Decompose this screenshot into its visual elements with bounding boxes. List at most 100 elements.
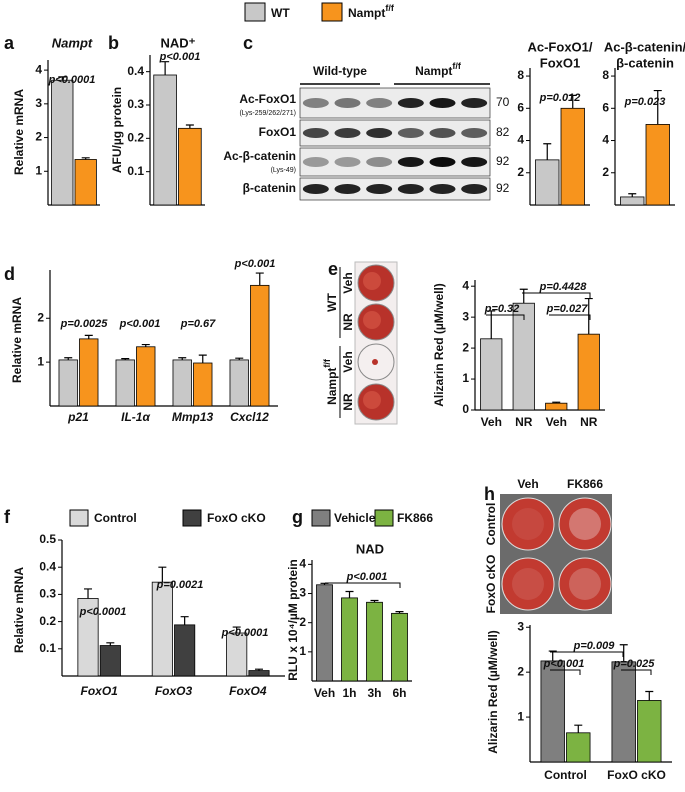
well-texture	[569, 568, 601, 600]
blot-band	[461, 157, 488, 167]
annotation: p<0.0001	[221, 627, 269, 639]
bar	[611, 661, 636, 763]
bracket	[549, 314, 591, 320]
error-bar	[645, 690, 654, 701]
annotation: p<0.001	[346, 571, 388, 583]
annotation: p=0.67	[180, 318, 216, 330]
annotation: p=0.009	[573, 640, 616, 652]
error-bar	[619, 644, 628, 662]
molecular-weight: 92	[496, 154, 510, 168]
x-tick-label: Veh	[481, 415, 502, 429]
error-bar	[254, 668, 263, 671]
well	[501, 557, 555, 611]
annotation: p<0.001	[159, 51, 201, 63]
panel-letter: d	[4, 264, 15, 284]
y-tick-label: 0.2	[39, 614, 56, 628]
molecular-weight: 70	[496, 95, 510, 109]
bar	[316, 584, 333, 682]
chart-title: Ac-FoxO1/	[527, 39, 592, 54]
group-label-sup: f/f	[322, 358, 332, 367]
annotation: p=0.012	[539, 92, 581, 104]
annotation: p<0.001	[543, 658, 585, 670]
row-label: NR	[341, 313, 355, 331]
row-label: Veh	[341, 272, 355, 293]
blot-band	[429, 157, 456, 167]
panel-letter: f	[4, 507, 11, 527]
error-bar	[552, 401, 561, 404]
y-tick-label: 4	[299, 557, 306, 571]
panel-letter: g	[292, 507, 303, 527]
blot-label: Ac-β-catenin	[223, 149, 296, 163]
y-tick-label: 1	[462, 371, 469, 385]
y-tick-label: 3	[35, 96, 42, 110]
molecular-weight: 92	[496, 181, 510, 195]
chart-title: Ac-β-catenin/	[604, 39, 685, 54]
error-bar	[198, 354, 207, 364]
legend-swatch	[244, 2, 266, 22]
blot-band	[366, 98, 393, 108]
group-label-main: Nampt	[325, 368, 339, 405]
error-bar	[487, 310, 496, 339]
y-tick-label: 6	[517, 100, 524, 114]
blot-strip	[299, 177, 491, 201]
panel-letter: b	[108, 33, 119, 53]
annotation: p<0.001	[234, 258, 276, 270]
legend-swatch	[69, 509, 89, 527]
blot-band	[397, 128, 424, 138]
bar	[153, 74, 177, 206]
group-label: WT	[325, 293, 339, 312]
blot-band	[302, 184, 329, 194]
bar	[645, 124, 670, 206]
error-bar	[121, 358, 130, 360]
error-bar	[574, 724, 583, 733]
legend-label: FoxO cKO	[207, 511, 266, 525]
well	[558, 497, 612, 551]
y-axis-label: AFU/µg protein	[110, 87, 124, 173]
group-label: Wild-type	[313, 64, 367, 78]
error-bar	[345, 590, 354, 598]
bar	[172, 359, 192, 407]
annotation: p=0.32	[484, 303, 520, 315]
y-tick-label: 0.1	[127, 164, 144, 178]
error-bar	[58, 76, 67, 81]
error-bar	[141, 343, 150, 347]
error-bar	[232, 626, 241, 634]
legend-swatch	[374, 509, 394, 527]
y-tick-label: 2	[35, 130, 42, 144]
column-label: FK866	[567, 477, 603, 491]
bar	[540, 660, 565, 763]
y-tick-label: 1	[517, 709, 524, 723]
blot-band	[302, 128, 329, 138]
y-axis-label: Relative mRNA	[10, 297, 24, 383]
panel-letter: c	[243, 33, 253, 53]
y-tick-label: 2	[462, 340, 469, 354]
error-bar	[178, 357, 187, 360]
bar	[74, 159, 97, 206]
y-tick-label: 0.4	[39, 559, 56, 573]
annotation: p<0.0001	[48, 74, 96, 86]
bar	[341, 597, 358, 682]
blot-band	[429, 128, 456, 138]
x-tick-label: NR	[515, 415, 533, 429]
chart-title: NAD	[356, 541, 384, 556]
y-axis-label: RLU x 10⁴/µM protein	[286, 559, 300, 681]
blot-band	[461, 98, 488, 108]
blot-band	[429, 98, 456, 108]
blot-label: β-catenin	[243, 181, 296, 195]
blot-band	[302, 98, 329, 108]
well	[558, 557, 612, 611]
y-tick-label: 1	[37, 354, 44, 368]
error-bar	[519, 288, 528, 304]
annotation: p=0.0021	[156, 579, 204, 591]
blot-sublabel: (Lys-259/262/271)	[239, 110, 296, 117]
y-tick-label: 3	[299, 586, 306, 600]
blot-band	[366, 184, 393, 194]
legend-label: Namptf/f	[348, 3, 395, 20]
chart-title: Nampt	[52, 35, 93, 50]
y-tick-label: 4	[462, 278, 469, 292]
blot-strip	[299, 119, 491, 147]
x-tick-label: FoxO1	[80, 684, 118, 698]
error-bar	[81, 157, 90, 160]
blot-band	[461, 184, 488, 194]
